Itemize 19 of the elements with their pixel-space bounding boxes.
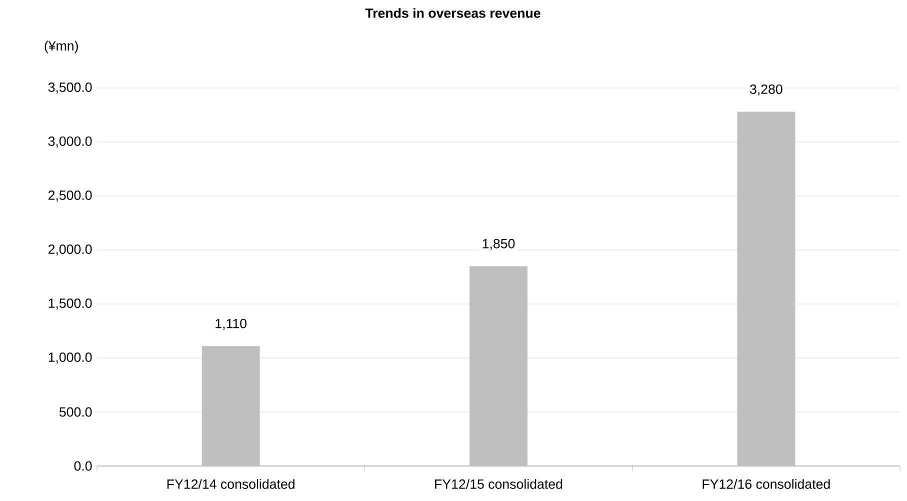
x-tick-label: FY12/16 consolidated <box>702 479 830 489</box>
y-tick-label: 0.0 <box>74 461 92 471</box>
bar <box>737 112 796 466</box>
chart-title: Trends in overseas revenue <box>365 8 540 18</box>
y-tick-label: 2,500.0 <box>48 190 92 202</box>
data-label: 1,850 <box>482 238 515 250</box>
bar <box>202 346 260 466</box>
x-tick-label: FY12/14 consolidated <box>167 479 294 489</box>
bar <box>470 266 528 466</box>
y-tick-label: 3,500.0 <box>48 82 92 94</box>
y-tick-label: 2,000.0 <box>48 244 92 256</box>
y-tick-label: 1,500.0 <box>48 298 92 310</box>
data-label: 3,280 <box>750 84 782 96</box>
y-tick-label: 500.0 <box>59 407 92 417</box>
y-axis-title: (¥mn) <box>44 40 78 54</box>
data-label: 1,110 <box>216 318 247 330</box>
x-tick-label: FY12/15 consolidated <box>435 479 562 489</box>
y-tick-label: 1,000.0 <box>48 352 92 364</box>
y-tick-label: 3,000.0 <box>48 136 92 148</box>
